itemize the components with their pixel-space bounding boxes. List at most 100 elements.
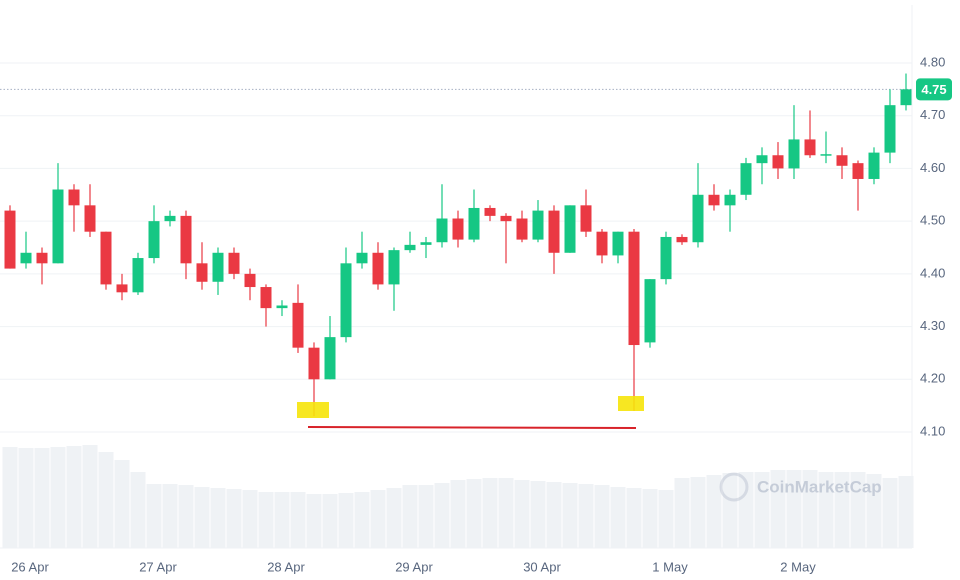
candle-body — [548, 210, 560, 253]
volume-bar — [290, 492, 306, 548]
volume-bar — [162, 484, 178, 548]
candle-body — [388, 250, 400, 285]
candle-body — [276, 305, 288, 309]
volume-bar — [706, 475, 722, 548]
volume-bar — [562, 483, 578, 548]
volume-bar — [690, 477, 706, 548]
candle-body — [788, 139, 800, 169]
candle-body — [836, 155, 848, 166]
candle-body — [356, 252, 368, 264]
candle-body — [884, 105, 896, 153]
volume-bar — [546, 482, 562, 548]
x-tick-label: 30 Apr — [523, 559, 561, 574]
candle-body — [580, 205, 592, 232]
volume-bar — [242, 490, 258, 548]
volume-bar — [530, 481, 546, 548]
candle-body — [324, 337, 336, 380]
y-tick-label: 4.40 — [920, 265, 945, 280]
volume-bar — [338, 493, 354, 548]
candle-body — [84, 205, 96, 232]
highlight — [297, 402, 329, 418]
candle-body — [404, 244, 416, 251]
volume-bar — [194, 487, 210, 548]
candle-body — [468, 207, 480, 240]
volume-bar — [354, 492, 370, 548]
volume-bar — [178, 485, 194, 548]
candle-body — [196, 263, 208, 282]
y-tick-label: 4.10 — [920, 423, 945, 438]
volume-bar — [802, 470, 818, 548]
volume-bar — [658, 490, 674, 548]
x-tick-label: 27 Apr — [139, 559, 177, 574]
candle-body — [612, 231, 624, 256]
volume-bar — [418, 485, 434, 548]
volume-bar — [258, 492, 274, 548]
candle-body — [180, 215, 192, 264]
y-tick-label: 4.50 — [920, 213, 945, 228]
candle-body — [804, 139, 816, 156]
volume-bar — [818, 472, 834, 548]
volume-bar — [482, 478, 498, 548]
candle-body — [484, 207, 496, 216]
candle-body — [644, 279, 656, 343]
volume-bar — [82, 445, 98, 548]
candle-body — [36, 252, 48, 264]
volume-bar — [674, 478, 690, 548]
x-tick-label: 2 May — [780, 559, 816, 574]
candle-body — [228, 252, 240, 274]
candle-body — [436, 218, 448, 243]
candle-body — [132, 258, 144, 293]
candle-body — [660, 236, 672, 280]
volume-bar — [834, 472, 850, 548]
volume-bar — [578, 484, 594, 548]
candle-body — [68, 189, 80, 206]
y-tick-label: 4.20 — [920, 371, 945, 386]
volume-bar — [210, 488, 226, 548]
volume-bar — [130, 472, 146, 548]
support-line — [307, 426, 637, 429]
volume-bar — [434, 483, 450, 548]
candle-body — [244, 273, 256, 288]
volume-bar — [850, 472, 866, 548]
candle-body — [692, 194, 704, 243]
volume-bar — [322, 494, 338, 548]
volume-bar — [50, 447, 66, 548]
volume-bar — [786, 470, 802, 548]
volume-bar — [626, 488, 642, 548]
volume-bar — [226, 489, 242, 548]
volume-bar — [610, 487, 626, 548]
volume-bar — [738, 472, 754, 548]
candle-body — [292, 302, 304, 348]
volume-bar — [114, 460, 130, 548]
volume-bar — [594, 485, 610, 548]
candle-body — [772, 155, 784, 169]
candle-body — [756, 155, 768, 164]
x-tick-label: 28 Apr — [267, 559, 305, 574]
candle-body — [564, 205, 576, 253]
candle-body — [724, 194, 736, 206]
candle-body — [708, 194, 720, 206]
candle-body — [532, 210, 544, 240]
volume-bar — [2, 447, 18, 548]
volume-bar — [770, 470, 786, 548]
candle-body — [372, 252, 384, 285]
candle-body — [452, 218, 464, 240]
volume-bar — [98, 452, 114, 548]
x-tick-label: 29 Apr — [395, 559, 433, 574]
volume-bar — [34, 448, 50, 548]
volume-bar — [754, 472, 770, 548]
volume-bar — [370, 490, 386, 548]
candle-body — [820, 154, 832, 156]
candle-body — [212, 252, 224, 282]
volume-bar — [882, 478, 898, 548]
volume-bar — [274, 492, 290, 548]
volume-bar — [498, 478, 514, 548]
candle-body — [148, 221, 160, 259]
candle-body — [116, 284, 128, 293]
candle-body — [4, 210, 16, 269]
candle-body — [500, 215, 512, 222]
candle-body — [100, 231, 112, 285]
volume-bar — [466, 479, 482, 548]
volume-bar — [386, 488, 402, 548]
